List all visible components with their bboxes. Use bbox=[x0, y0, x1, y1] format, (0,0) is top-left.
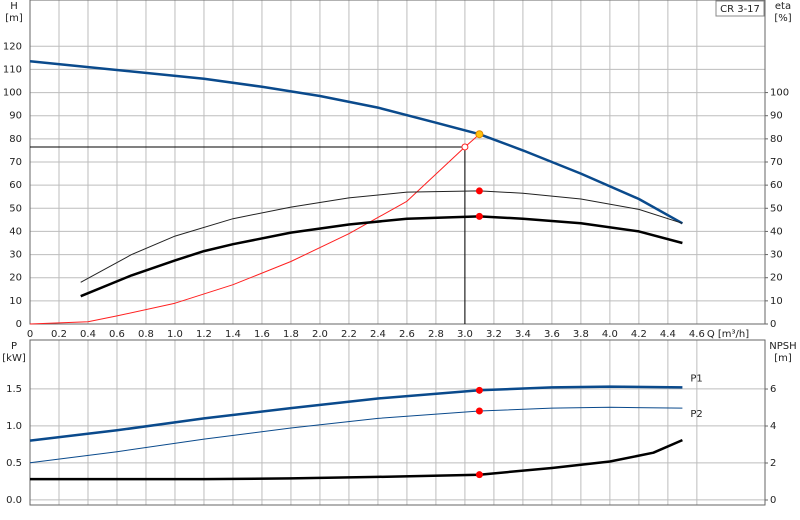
x-axis-label: Q [m³/h] bbox=[707, 329, 749, 340]
x-tick-label: 3.0 bbox=[457, 329, 473, 340]
y2-axis-label: [m] bbox=[774, 353, 792, 364]
y-tick-label: 0.0 bbox=[6, 495, 22, 506]
y-tick-label: 80 bbox=[9, 134, 22, 145]
x-tick-label: 2.2 bbox=[341, 329, 357, 340]
x-tick-label: 4.2 bbox=[631, 329, 647, 340]
y-axis-label: [m] bbox=[5, 13, 23, 24]
operating-point bbox=[475, 386, 483, 394]
y-tick-label: 50 bbox=[9, 203, 22, 214]
y2-axis-label: [%] bbox=[774, 13, 791, 24]
series-label: P1 bbox=[690, 373, 702, 384]
x-tick-label: 0.2 bbox=[51, 329, 67, 340]
y2-tick-label: 40 bbox=[770, 226, 783, 237]
y2-tick-label: 80 bbox=[770, 134, 783, 145]
operating-point bbox=[475, 212, 483, 220]
series-line bbox=[29, 385, 683, 442]
x-tick-label: 3.8 bbox=[573, 329, 589, 340]
x-tick-label: 4.4 bbox=[660, 329, 676, 340]
series-label: P2 bbox=[690, 409, 702, 420]
x-tick-label: 0.8 bbox=[138, 329, 154, 340]
y2-tick-label: 20 bbox=[770, 273, 783, 284]
operating-point bbox=[475, 471, 483, 479]
y-tick-label: 20 bbox=[9, 273, 22, 284]
x-tick-label: 0 bbox=[27, 329, 33, 340]
y2-tick-label: 0 bbox=[770, 495, 776, 506]
operating-point bbox=[475, 130, 484, 139]
series-line bbox=[80, 215, 683, 298]
y2-tick-label: 60 bbox=[770, 180, 783, 191]
y-axis-label: [kW] bbox=[2, 353, 26, 364]
x-tick-label: 3.4 bbox=[515, 329, 531, 340]
y2-tick-label: 50 bbox=[770, 203, 783, 214]
x-tick-label: 1.8 bbox=[283, 329, 299, 340]
operating-point bbox=[475, 187, 483, 195]
x-tick-label: 1.2 bbox=[196, 329, 212, 340]
y2-tick-label: 4 bbox=[770, 421, 776, 432]
y2-axis-label: eta bbox=[775, 1, 791, 12]
y-tick-label: 0.5 bbox=[6, 458, 22, 469]
duty-point bbox=[461, 143, 469, 151]
x-tick-label: 2.8 bbox=[428, 329, 444, 340]
y-tick-label: 10 bbox=[9, 296, 22, 307]
plot-frame bbox=[29, 339, 766, 506]
x-tick-label: 1.4 bbox=[225, 329, 241, 340]
y-axis-label: H bbox=[10, 1, 18, 12]
y2-tick-label: 70 bbox=[770, 157, 783, 168]
y-tick-label: 30 bbox=[9, 250, 22, 261]
series-line bbox=[29, 133, 480, 325]
x-tick-label: 4.6 bbox=[689, 329, 705, 340]
y2-tick-label: 0 bbox=[770, 319, 776, 330]
series-line bbox=[80, 190, 683, 283]
y2-tick-label: 100 bbox=[770, 88, 789, 99]
series-line bbox=[30, 438, 683, 481]
y2-axis-label: NPSH bbox=[769, 341, 796, 352]
panel: 0 0.2 0.4 0.6 0.8 1.0 1.2 1.4 1.6 1.8 2.0 2.2 2.4 2.6… bbox=[3, 0, 792, 340]
y2-tick-label: 6 bbox=[770, 384, 776, 395]
x-tick-label: 0.4 bbox=[80, 329, 96, 340]
y-tick-label: 70 bbox=[9, 157, 22, 168]
operating-point bbox=[475, 407, 483, 415]
y-tick-label: 1.5 bbox=[6, 384, 22, 395]
y-tick-label: 110 bbox=[3, 64, 22, 75]
y-tick-label: 60 bbox=[9, 180, 22, 191]
y-tick-label: 0 bbox=[16, 319, 22, 330]
plot-frame bbox=[29, 0, 766, 325]
y2-tick-label: 90 bbox=[770, 111, 783, 122]
x-tick-label: 1.0 bbox=[167, 329, 183, 340]
series-line bbox=[29, 60, 684, 225]
y-tick-label: 1.0 bbox=[6, 421, 22, 432]
y2-tick-label: 10 bbox=[770, 296, 783, 307]
y-tick-label: 40 bbox=[9, 226, 22, 237]
series-line bbox=[29, 406, 683, 464]
x-tick-label: 3.6 bbox=[544, 329, 560, 340]
y-tick-label: 120 bbox=[3, 41, 22, 52]
x-tick-label: 2.0 bbox=[312, 329, 328, 340]
x-tick-label: 2.6 bbox=[399, 329, 415, 340]
x-tick-label: 2.4 bbox=[370, 329, 386, 340]
y-axis-label: P bbox=[11, 341, 17, 352]
product-box bbox=[715, 0, 765, 17]
y-tick-label: 100 bbox=[3, 88, 22, 99]
x-tick-label: 3.2 bbox=[486, 329, 502, 340]
x-tick-label: 1.6 bbox=[254, 329, 270, 340]
y2-tick-label: 30 bbox=[770, 250, 783, 261]
x-tick-label: 4.0 bbox=[602, 329, 618, 340]
y-tick-label: 90 bbox=[9, 111, 22, 122]
panel: 0.0 0.5 1.0 1.5 0 2 4 6 P[kW] NPSH[m] P1 P2 bbox=[2, 339, 797, 506]
product-label: CR 3-17 bbox=[720, 4, 760, 15]
x-tick-label: 0.6 bbox=[109, 329, 125, 340]
series-line bbox=[30, 146, 466, 324]
y2-tick-label: 2 bbox=[770, 458, 776, 469]
